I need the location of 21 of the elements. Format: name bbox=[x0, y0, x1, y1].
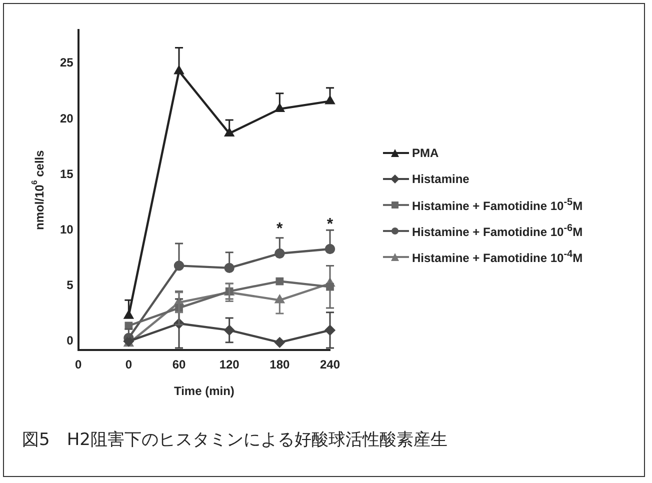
x-tick-label: 60 bbox=[172, 358, 186, 372]
x-tick-label: 180 bbox=[270, 358, 290, 372]
legend-label: PMA bbox=[412, 146, 439, 160]
caption: 図5 H2阻害下のヒスタミンによる好酸球活性酸素産生 bbox=[22, 429, 448, 451]
y-tick-label: 25 bbox=[60, 56, 74, 70]
annotation: * bbox=[276, 220, 284, 238]
legend-label: Histamine + Famotidine 10$^{-6}$M bbox=[412, 223, 583, 239]
y-tick-label: 0 bbox=[66, 334, 74, 348]
legend-label: Histamine + Famotidine 10$^{-5}$M bbox=[412, 197, 583, 213]
x-tick-label: 240 bbox=[320, 358, 340, 372]
y-tick-label: 10 bbox=[60, 222, 74, 236]
y-tick-label: 20 bbox=[60, 111, 74, 126]
annotation: * bbox=[326, 216, 334, 234]
x-tick-label: 0 bbox=[125, 358, 132, 372]
legend-label: Histamine bbox=[412, 172, 470, 186]
legend-label: Histamine + Famotidine 10$^{-4}$M bbox=[412, 249, 583, 265]
y-tick-label: 15 bbox=[60, 166, 74, 181]
y-tick-label: 5 bbox=[66, 278, 74, 292]
x-axis-title: Time (min) bbox=[174, 384, 234, 398]
y-axis-title: nmol/106 cells bbox=[30, 150, 46, 230]
x-tick-label: 120 bbox=[219, 358, 240, 372]
